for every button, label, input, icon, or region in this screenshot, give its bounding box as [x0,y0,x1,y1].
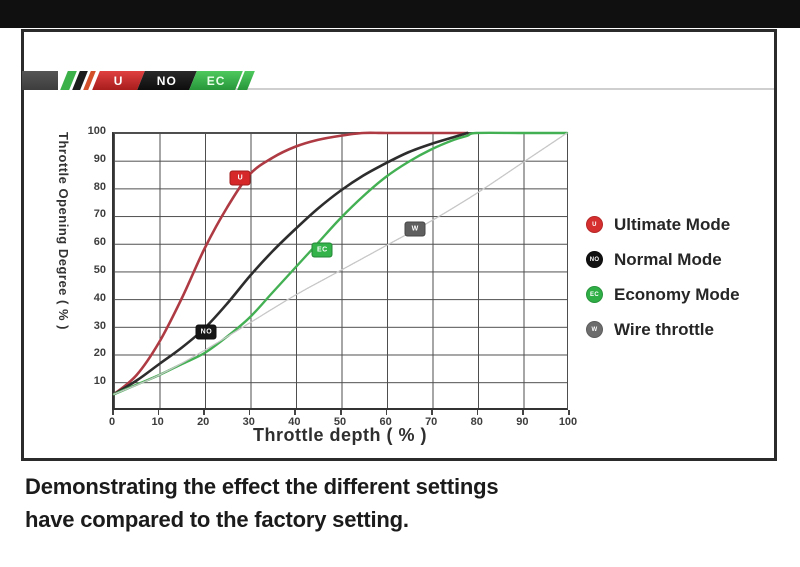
banner-segment-label: NO [157,73,177,88]
y-axis-title: Throttle Opening Degree ( % ) [56,132,71,330]
caption-line-1: Demonstrating the effect the different s… [25,474,499,499]
caption-line-2: have compared to the factory setting. [25,507,409,532]
y-tick-label: 10 [93,375,106,388]
brand-banner: U NO EC [22,71,255,90]
x-tick-mark [522,410,524,415]
curve-normal-mode [114,133,467,394]
x-tick-label: 80 [470,416,483,428]
legend-label: Wire throttle [614,319,714,339]
x-axis-title: Throttle depth ( % ) [253,425,427,445]
chart-legend: U Ultimate Mode NO Normal Mode EC Economy Mod… [586,207,740,347]
x-tick-label: 50 [333,416,347,428]
y-tick-label: 50 [93,264,106,276]
legend-swatch-icon: EC [586,286,603,303]
x-tick-label: 40 [288,416,301,428]
figure-caption: Demonstrating the effect the different s… [25,470,585,536]
x-tick-label: 70 [425,416,438,428]
x-tick-mark [112,410,114,415]
legend-label: Ultimate Mode [614,214,731,234]
mode-badge-ec: EC [311,242,333,258]
x-tick-label: 100 [558,416,578,428]
legend-swatch-icon: W [586,321,603,338]
y-tick-label: 80 [93,180,106,193]
legend-label: Normal Mode [614,249,722,269]
legend-swatch-icon: U [586,216,603,233]
x-tick-label: 20 [197,416,210,428]
y-tick-label: 90 [93,152,106,165]
curve-wire-throttle [114,133,567,394]
y-tick-label: 100 [87,125,106,137]
legend-label: Economy Mode [614,284,740,304]
x-tick-mark [248,410,251,415]
x-tick-label: 60 [379,416,392,428]
mode-badge-w: W [404,221,426,237]
mode-badge-no: NO [195,324,217,340]
legend-swatch-icon: NO [586,251,603,268]
x-tick-label: 90 [516,416,529,428]
banner-segment-label: EC [206,73,226,88]
mode-badge-u: U [229,170,251,186]
x-tick-label: 10 [151,416,164,428]
banner-rule-line [222,88,774,90]
y-tick-label: 30 [93,319,106,332]
x-tick-mark [385,410,388,415]
banner-segment-normal: NO [137,71,197,90]
x-tick-mark [431,410,433,415]
x-tick-mark [568,410,570,415]
x-tick-mark [157,410,160,415]
chart-plot-area: U NO EC W [112,132,568,410]
banner-dark-bar [22,71,58,90]
banner-segment-label: U [113,73,124,88]
curve-ultimate-mode [114,133,467,394]
legend-item-ultimate-mode: U Ultimate Mode [586,207,740,242]
x-tick-mark [340,410,342,415]
legend-item-normal-mode: NO Normal Mode [586,242,740,277]
legend-item-economy-mode: EC Economy Mode [586,277,740,312]
legend-item-wire-throttle: W Wire throttle [586,312,740,347]
y-tick-label: 70 [93,208,106,221]
y-tick-label: 40 [93,291,106,304]
x-tick-label: 30 [242,416,255,428]
x-tick-mark [476,410,479,415]
y-tick-label: 60 [93,236,106,249]
curve-economy-mode [114,133,567,394]
y-tick-label: 20 [93,347,106,360]
x-tick-mark [203,410,205,415]
top-black-bar [0,0,800,28]
chart-curves [114,133,567,408]
x-tick-mark [294,410,296,415]
banner-segment-economy: EC [189,71,243,90]
x-tick-label: 0 [108,416,116,428]
